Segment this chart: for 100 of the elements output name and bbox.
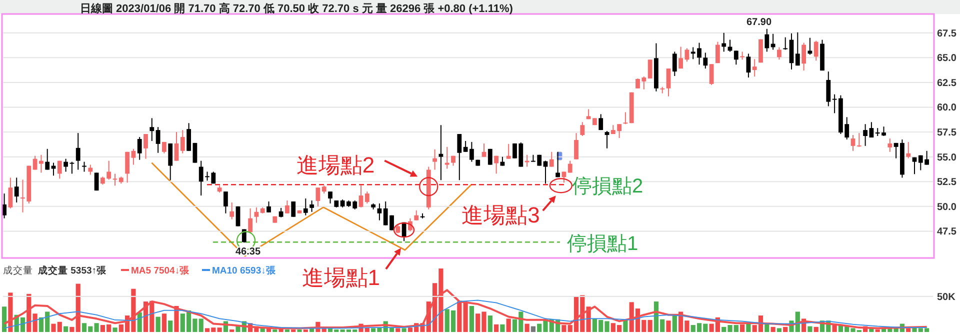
candlestick [242,228,246,244]
bar [623,320,628,332]
bar [488,315,492,332]
bar [297,329,302,332]
bar [469,306,474,332]
candlestick [524,154,530,168]
candlestick [230,202,234,220]
bar [230,329,234,332]
y-tick-label: 60.0 [937,102,957,114]
candlestick [795,32,800,66]
candlestick [131,148,136,166]
bar [168,320,173,332]
candlestick [574,132,578,160]
annotation: 進場點2 [296,152,375,178]
candlestick [76,132,80,170]
ref-line-label: 50K [937,292,956,303]
candlestick [457,134,462,181]
candlestick [906,141,911,159]
candlestick [604,130,610,149]
candlestick [728,39,732,52]
candlestick [144,134,148,160]
candlestick [716,41,720,64]
candlestick [488,148,492,166]
candlestick [328,191,332,204]
annotation: 67.90 [746,17,772,28]
annotation: 進場點1 [302,265,380,290]
candlestick [358,184,364,208]
candlestick [808,37,812,56]
bar [500,324,505,332]
candlestick [137,136,142,160]
bar [530,326,536,332]
candlestick [709,64,714,86]
candlestick [254,206,259,224]
bar [112,328,118,332]
candlestick [482,142,486,158]
bar [672,314,677,332]
bar [217,328,222,332]
candlestick [678,46,683,70]
bar [284,329,290,332]
candlestick [494,155,498,174]
legend-label: MA5 7504↓張 [131,264,191,276]
candlestick [850,134,856,152]
candlestick [580,122,585,136]
candlestick [303,198,308,216]
bar [648,320,652,332]
candlestick [150,118,154,142]
bar [402,328,406,332]
y-tick-label: 67.5 [937,28,957,40]
candlestick [285,200,290,214]
chart-subtitle: 日線圖 2023/01/06 開 71.70 高 72.70 低 70.50 收 72.70 s 元 量 26296 張 +0.80 (+1.11%) [80,2,514,15]
bar [156,316,160,332]
candlestick [826,71,831,107]
candlestick [556,151,560,178]
candlestick [180,130,185,154]
bar [162,314,166,332]
bar [814,326,818,332]
series-label: 成交量 5353↑張 [37,264,108,276]
candlestick [549,151,554,168]
ref-line-label: 停損點1 [567,233,638,256]
candlestick [802,42,806,72]
bar [2,306,7,332]
candlestick [168,142,173,181]
candlestick [125,151,130,184]
candlestick [174,132,179,162]
bar [770,326,776,332]
candlestick [598,114,604,131]
candlestick [648,59,652,79]
y-tick-label: 57.5 [937,128,957,139]
candlestick [236,206,240,227]
candlestick [764,28,770,52]
candlestick [57,160,62,180]
bar [776,328,782,332]
candlestick [863,124,868,146]
candlestick [869,122,874,138]
legend-label: MA10 6593↓張 [212,264,277,276]
candlestick [888,138,892,152]
candlestick [703,52,708,70]
candlestick [364,191,370,204]
candlestick [752,58,757,77]
candlestick [506,143,511,160]
candlestick [432,148,437,170]
candlestick [783,36,788,50]
y-tick-label: 52.5 [937,177,957,188]
candlestick [789,32,794,70]
bar [64,326,68,332]
y-tick-label: 55.0 [937,152,957,164]
candlestick [310,200,314,212]
bar [666,320,671,332]
candlestick [94,172,99,192]
candlestick [777,46,782,60]
candlestick [192,142,198,164]
candlestick [186,122,191,152]
annotation: 進場點3 [462,202,540,228]
candlestick [291,200,296,218]
candlestick [156,126,160,154]
candlestick [856,132,862,148]
candlestick [14,177,19,203]
candlestick [45,148,50,170]
candlestick [88,164,93,176]
candlestick [912,156,917,175]
